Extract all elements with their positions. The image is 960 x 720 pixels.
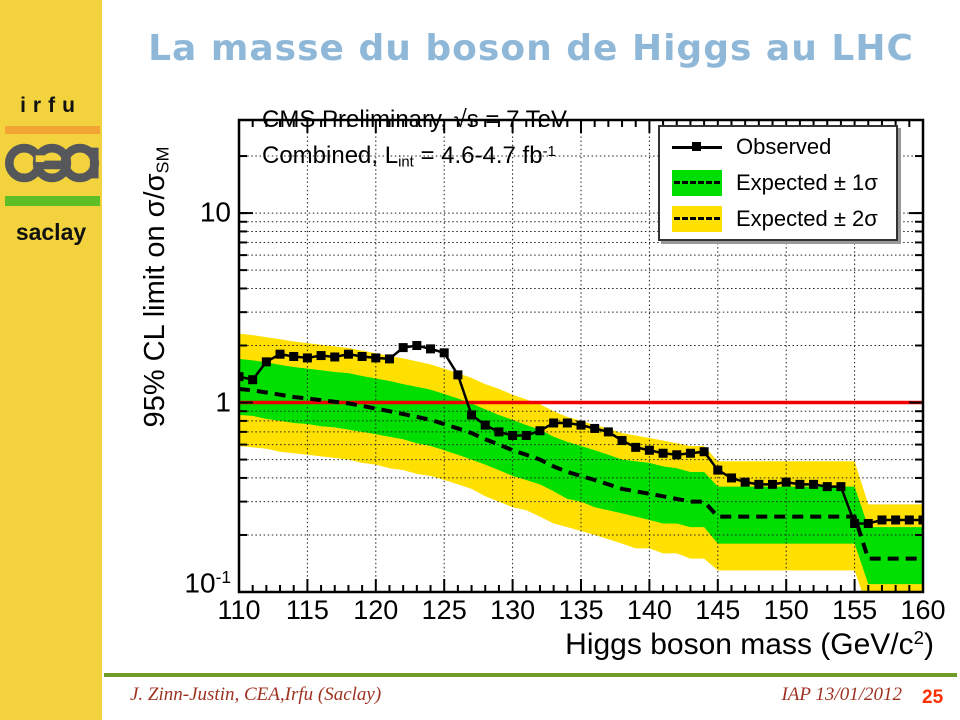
svg-text:145: 145 — [695, 595, 740, 625]
lab-name: irfu — [20, 94, 82, 117]
svg-text:155: 155 — [832, 595, 877, 625]
expected-1sigma-band — [239, 358, 923, 585]
svg-text:110: 110 — [217, 595, 260, 625]
site-name: saclay — [15, 219, 87, 245]
observed-series — [239, 341, 923, 528]
footer-author: J. Zinn-Justin, CEA,Irfu (Saclay) — [130, 684, 382, 705]
legend-label: Expected ± 2σ — [736, 206, 878, 231]
svg-text:130: 130 — [490, 595, 535, 625]
cms-annotation-line1: CMS Preliminary, √s = 7 TeV — [262, 106, 568, 133]
green-bar — [5, 196, 100, 206]
green-band-icon — [672, 170, 722, 196]
observed-marker-icon — [672, 134, 722, 160]
svg-text:160: 160 — [900, 595, 945, 625]
y-tick-label-10: 10 — [199, 196, 231, 228]
y-tick-label-1: 1 — [215, 386, 231, 418]
slide-title: La masse du boson de Higgs au LHC — [148, 28, 914, 69]
svg-text:120: 120 — [353, 595, 398, 625]
y-tick-label-0p1: 10-1 — [184, 567, 231, 599]
legend-label: Expected ± 1σ — [736, 170, 878, 195]
legend-row-expected-1sigma: Expected ± 1σ — [660, 170, 896, 196]
legend-row-observed: Observed — [660, 134, 896, 160]
svg-text:125: 125 — [422, 595, 467, 625]
svg-text:140: 140 — [627, 595, 672, 625]
cms-annotation-line2: Combined, Lint = 4.6-4.7 fb-1 — [262, 142, 556, 171]
yellow-band-icon — [672, 206, 722, 232]
svg-text:150: 150 — [764, 595, 809, 625]
footer-rule — [104, 673, 957, 677]
svg-text:115: 115 — [286, 595, 329, 625]
page-number: 25 — [922, 687, 944, 708]
legend-label: Observed — [736, 134, 832, 159]
plot-area — [239, 120, 923, 592]
sidebar: irfu saclay — [0, 0, 102, 720]
x-tick-labels: 110 115 120 125 130 135 140 145 150 155 160 — [217, 595, 945, 625]
expected-line — [239, 386, 923, 561]
footer-date: IAP 13/01/2012 — [781, 684, 902, 705]
x-axis-title: Higgs boson mass (GeV/c2) — [565, 627, 934, 661]
legend-row-expected-2sigma: Expected ± 2σ — [660, 206, 896, 232]
cea-logo-icon — [4, 143, 100, 183]
svg-text:135: 135 — [558, 595, 603, 625]
plot-legend: Observed Expected ± 1σ Expected ± 2σ — [658, 125, 898, 241]
orange-bar — [5, 126, 100, 134]
y-axis-title: 95% CL limit on σ/σSM — [139, 146, 173, 428]
